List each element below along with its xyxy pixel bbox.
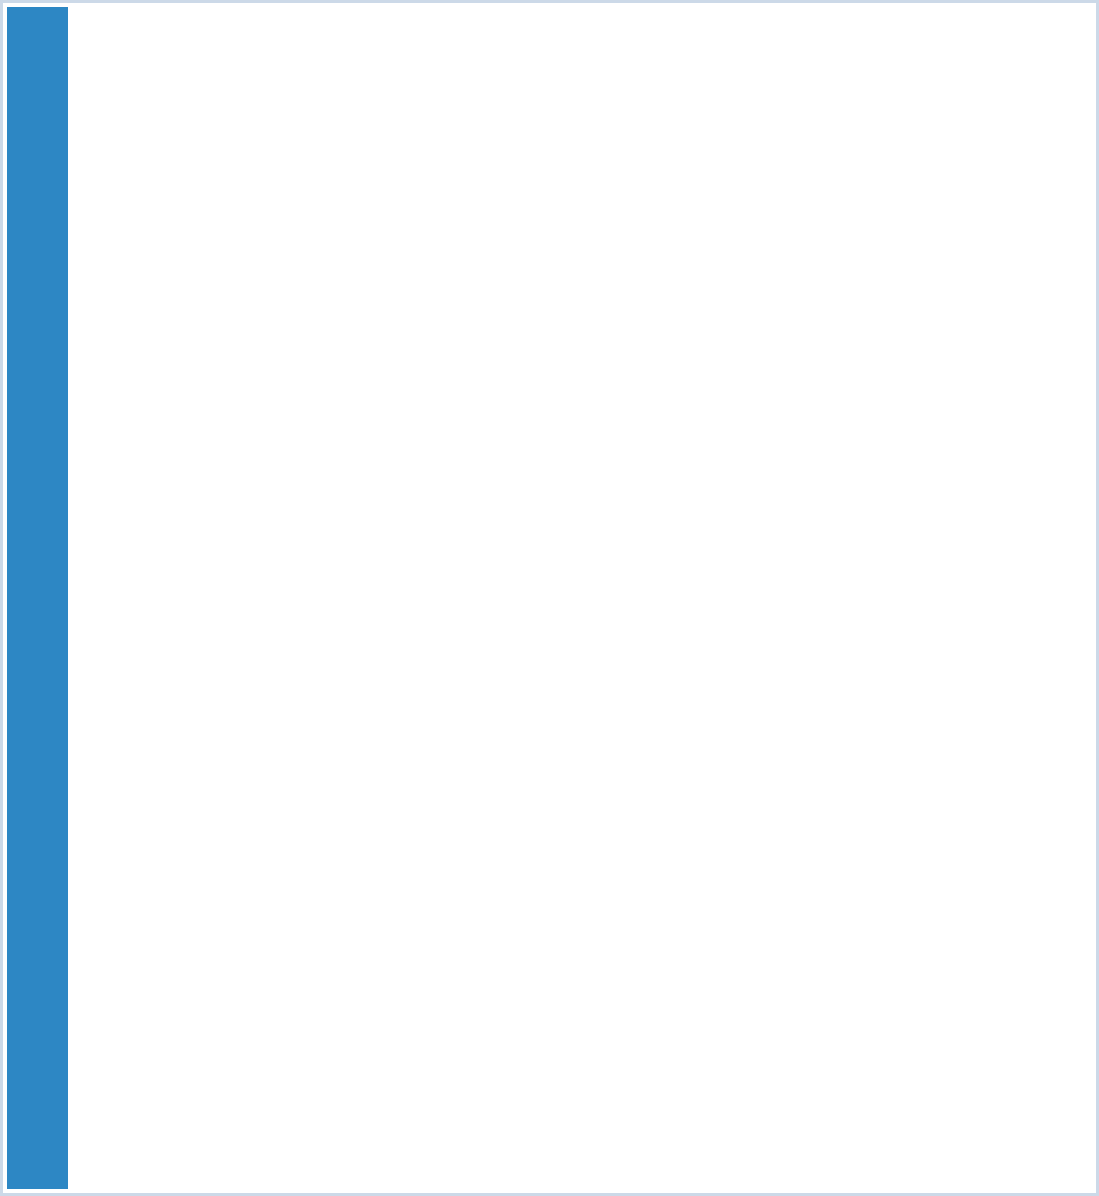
section-sidebar (7, 7, 68, 1189)
section-segment-3 (7, 795, 68, 1189)
section-segment-1 (7, 7, 68, 401)
section-segment-2 (7, 401, 68, 795)
